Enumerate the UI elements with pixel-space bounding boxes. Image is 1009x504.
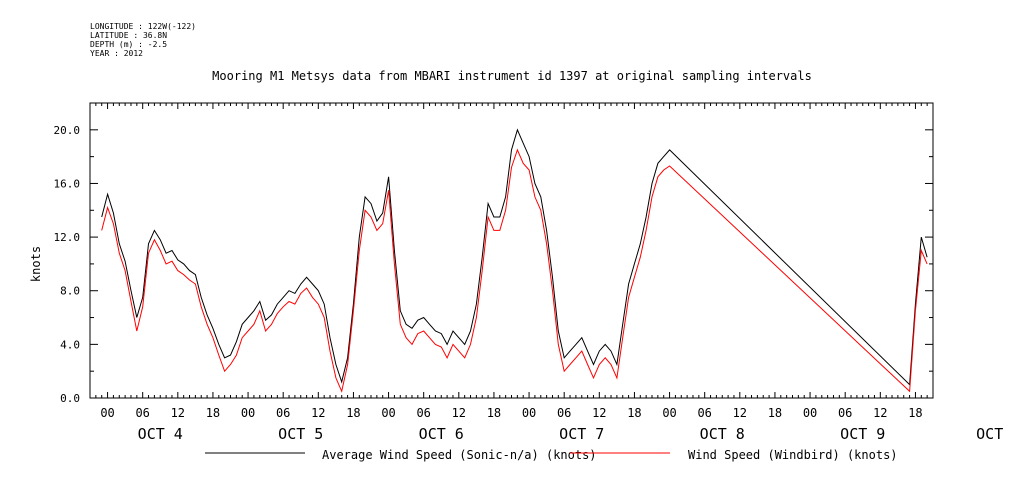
x-hour-label: 06 [135,406,149,420]
y-tick-label: 4.0 [60,338,80,351]
legend-label-windbird: Wind Speed (Windbird) (knots) [688,448,898,462]
x-hour-label: 06 [697,406,711,420]
legend: Average Wind Speed (Sonic-n/a) (knots) W… [205,448,898,462]
y-tick-label: 16.0 [54,177,81,190]
x-hour-label: 12 [311,406,325,420]
x-hour-label: 06 [276,406,290,420]
x-hour-label: 18 [908,406,922,420]
x-hour-label: 18 [627,406,641,420]
x-hour-label: 00 [100,406,114,420]
y-axis-label: knots [29,246,43,282]
series-line-average [101,128,928,386]
series-lines [101,128,928,393]
x-hour-label: 12 [171,406,185,420]
x-day-label: OCT 6 [419,425,464,443]
legend-label-average: Average Wind Speed (Sonic-n/a) (knots) [322,448,597,462]
y-tick-label: 0.0 [60,392,80,405]
depth-label: DEPTH (m) : -2.5 [90,40,168,49]
x-hour-label: 06 [838,406,852,420]
plot-frame [89,102,934,399]
y-tick-label: 12.0 [54,231,81,244]
x-hour-label: 06 [557,406,571,420]
x-hour-label: 00 [241,406,255,420]
x-day-label: OCT 10 [976,425,1009,443]
x-hour-label: 18 [206,406,220,420]
x-hour-label: 12 [592,406,606,420]
x-hour-label: 12 [452,406,466,420]
x-hour-labels: 00 06 12 18 00 06 12 18 00 06 12 18 00 06 12 18 00 06 12 18… [100,406,922,420]
x-hour-label: 18 [346,406,360,420]
x-hour-label: 12 [873,406,887,420]
x-day-label: OCT 8 [700,425,745,443]
longitude-label: LONGITUDE : 122W(-122) [90,22,196,31]
y-tick-label: 20.0 [54,124,81,137]
x-day-label: OCT 5 [278,425,323,443]
year-label: YEAR : 2012 [90,49,143,58]
chart-title: Mooring M1 Metsys data from MBARI instru… [212,69,812,83]
x-hour-label: 06 [416,406,430,420]
x-hour-label: 18 [768,406,782,420]
x-hour-label: 12 [733,406,747,420]
x-day-label: OCT 7 [559,425,604,443]
x-day-label: OCT 4 [138,425,183,443]
x-hour-label: 00 [522,406,536,420]
x-day-labels: OCT 4 OCT 5 OCT 6 OCT 7 OCT 8 OCT 9 OCT 10 [138,425,1009,443]
axis-ticks [90,102,933,399]
x-hour-label: 00 [381,406,395,420]
latitude-label: LATITUDE : 36.8N [90,31,168,40]
x-hour-label: 18 [487,406,501,420]
x-day-label: OCT 9 [840,425,885,443]
series-line-windbird [101,148,928,393]
y-tick-labels: 0.0 4.0 8.0 12.0 16.0 20.0 [54,124,81,405]
x-hour-label: 00 [662,406,676,420]
y-tick-label: 8.0 [60,285,80,298]
x-hour-label: 00 [803,406,817,420]
